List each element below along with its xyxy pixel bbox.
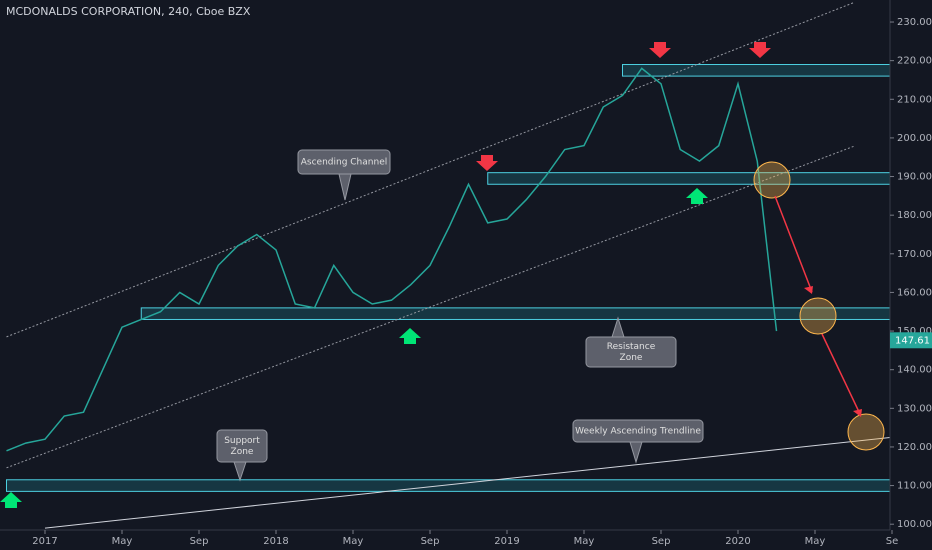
markers <box>0 42 885 508</box>
x-tick-label: 2020 <box>725 536 750 547</box>
y-tick-label: 210.00 <box>897 94 932 105</box>
y-tick-label: 220.00 <box>897 56 932 67</box>
price-axis <box>890 0 932 550</box>
x-tick-label: Sep <box>421 536 440 547</box>
arrow-head <box>804 286 813 294</box>
up-arrow <box>686 188 708 204</box>
forecast-arrow <box>774 195 813 293</box>
zone <box>622 64 891 77</box>
x-tick-label: 2018 <box>263 536 288 547</box>
y-tick-label: 160.00 <box>897 287 932 298</box>
x-tick-label: May <box>805 536 826 547</box>
x-tick-label: May <box>343 536 364 547</box>
callout-text: Ascending Channel <box>301 158 387 168</box>
chart-title: MCDONALDS CORPORATION, 240, Cboe BZX <box>6 5 251 18</box>
zone <box>140 307 891 320</box>
target-circle <box>847 413 885 451</box>
last-price-label: 147.61 <box>895 335 930 346</box>
zone <box>487 172 891 185</box>
y-tick-label: 180.00 <box>897 210 932 221</box>
x-tick-label: Sep <box>190 536 209 547</box>
y-tick-label: 190.00 <box>897 172 932 183</box>
up-arrow <box>0 492 22 508</box>
callout-text: Weekly Ascending Trendline <box>575 427 701 437</box>
forecast-arrow <box>821 333 861 415</box>
down-arrow <box>749 42 771 58</box>
y-tick-label: 100.00 <box>897 519 932 530</box>
arrow-head <box>853 409 862 417</box>
y-tick-label: 170.00 <box>897 249 932 260</box>
price-line <box>6 67 778 452</box>
x-tick-label: May <box>112 536 133 547</box>
x-tick-label: Se <box>886 536 899 547</box>
callout <box>572 419 704 443</box>
callout-text: Resistance <box>607 342 656 352</box>
y-tick-label: 140.00 <box>897 365 932 376</box>
callout-text: Zone <box>620 353 643 363</box>
plot <box>6 2 893 529</box>
target-circle <box>753 161 791 199</box>
trendline <box>44 436 893 529</box>
callout-text: Support <box>224 436 260 446</box>
y-tick-label: 130.00 <box>897 403 932 414</box>
x-tick-label: 2019 <box>494 536 519 547</box>
y-tick-label: 200.00 <box>897 133 932 144</box>
callout <box>297 149 391 175</box>
zone <box>6 479 891 492</box>
y-tick-label: 150.00 <box>897 326 932 337</box>
callout-text: Zone <box>231 447 254 457</box>
last-price-box <box>890 332 932 349</box>
x-tick-label: Sep <box>652 536 671 547</box>
x-tick-label: May <box>574 536 595 547</box>
x-tick-label: 2017 <box>32 536 57 547</box>
callout <box>585 336 677 368</box>
y-tick-label: 230.00 <box>897 17 932 28</box>
down-arrow <box>649 42 671 58</box>
down-arrow <box>476 155 498 171</box>
trendline <box>6 145 854 469</box>
target-circle <box>799 297 837 335</box>
y-tick-label: 110.00 <box>897 481 932 492</box>
up-arrow <box>399 328 421 344</box>
y-tick-label: 120.00 <box>897 442 932 453</box>
callout <box>216 429 268 463</box>
